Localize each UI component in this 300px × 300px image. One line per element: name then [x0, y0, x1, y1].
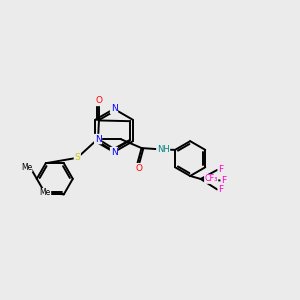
- Text: N: N: [111, 148, 117, 157]
- Text: S: S: [74, 153, 80, 162]
- Text: O: O: [135, 164, 142, 173]
- Text: Me: Me: [21, 163, 32, 172]
- Text: F: F: [218, 166, 223, 175]
- Text: NH: NH: [157, 145, 169, 154]
- Text: CF₃: CF₃: [205, 175, 218, 184]
- Text: Me: Me: [40, 188, 51, 197]
- Text: O: O: [95, 97, 102, 106]
- Text: N: N: [95, 135, 101, 144]
- Text: F: F: [221, 176, 226, 185]
- Text: N: N: [111, 104, 117, 113]
- Text: F: F: [218, 185, 223, 194]
